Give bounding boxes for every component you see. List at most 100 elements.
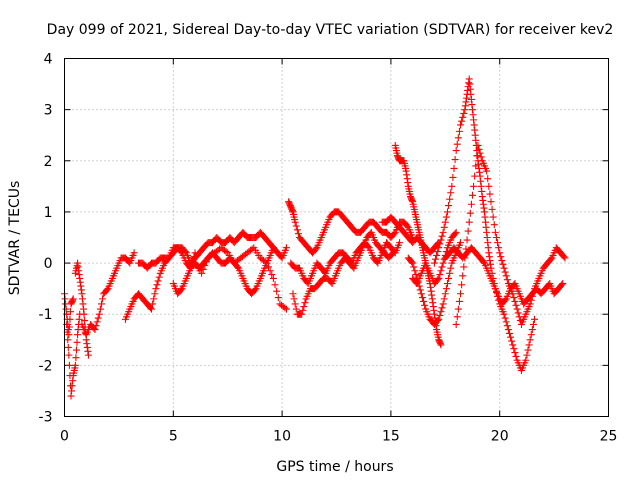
data-point [263, 259, 271, 267]
data-point [71, 361, 79, 369]
data-point [510, 345, 518, 353]
data-point [440, 295, 448, 303]
data-point [488, 205, 496, 213]
data-point [80, 310, 88, 318]
data-point [489, 213, 497, 221]
data-point [418, 294, 426, 302]
data-point [181, 248, 189, 256]
data-point [146, 304, 154, 312]
data-point [443, 280, 451, 288]
data-point [475, 145, 483, 153]
data-point [436, 311, 444, 319]
data-point [452, 147, 460, 155]
data-point [96, 305, 104, 313]
data-point [201, 262, 209, 270]
data-point [440, 223, 448, 231]
data-point [435, 239, 443, 247]
data-point [459, 113, 467, 121]
data-point [91, 326, 99, 334]
data-point [291, 300, 299, 308]
data-point [559, 280, 567, 288]
data-point [479, 258, 487, 266]
data-point [499, 260, 507, 268]
data-point [513, 305, 521, 313]
series-track-c [71, 259, 92, 359]
data-point [457, 239, 465, 247]
data-point [222, 248, 230, 256]
data-point [437, 341, 445, 349]
data-point [508, 337, 516, 345]
data-point [526, 300, 534, 308]
data-point [268, 271, 276, 279]
series-track-k [287, 239, 404, 288]
data-point [411, 267, 419, 275]
data-point [485, 182, 493, 190]
data-point [409, 259, 417, 267]
data-point [434, 248, 442, 256]
data-point [494, 239, 502, 247]
data-point [458, 117, 466, 125]
x-tick-label: 25 [600, 429, 618, 445]
data-point [298, 310, 306, 318]
x-axis-label: GPS time / hours [276, 459, 393, 475]
data-point [470, 182, 478, 190]
data-point [261, 258, 269, 266]
y-tick-label: 1 [44, 205, 53, 221]
axes: 0 5 10 15 20 25 -3 -2 -1 0 1 2 3 4 [39, 52, 618, 445]
data-point [282, 305, 290, 313]
data-point [97, 300, 105, 308]
data-point [460, 263, 468, 271]
data-point [502, 318, 510, 326]
y-tick-label: 2 [44, 154, 53, 170]
data-point [149, 300, 157, 308]
data-point [452, 320, 460, 328]
data-point [271, 281, 279, 289]
data-point [453, 140, 461, 148]
data-point [455, 297, 463, 305]
data-point [291, 218, 299, 226]
data-point [474, 141, 482, 149]
data-point [130, 249, 138, 257]
data-point [155, 273, 163, 281]
data-point [72, 354, 80, 362]
series-track-d [78, 249, 138, 339]
data-point [451, 156, 459, 164]
data-point [152, 285, 160, 293]
data-point [483, 167, 491, 175]
x-tick-label: 0 [60, 429, 69, 445]
data-point [420, 297, 428, 305]
data-point [301, 299, 309, 307]
data-point [469, 191, 476, 199]
data-point [282, 244, 290, 252]
data-point [64, 343, 72, 351]
data-point [93, 318, 101, 326]
data-point [453, 313, 461, 321]
series-track-l [391, 141, 445, 349]
data-point [265, 263, 272, 271]
series-track-p [441, 244, 567, 308]
chart-title: Day 099 of 2021, Sidereal Day-to-day VTE… [47, 22, 614, 38]
data-point [510, 294, 518, 302]
series-track-j [289, 228, 397, 318]
data-point [486, 190, 494, 198]
series-track-r [378, 213, 443, 257]
y-axis-label: SDTVAR / TECUs [7, 181, 23, 296]
data-point [293, 226, 301, 234]
data-point [410, 263, 418, 271]
data-point [442, 285, 450, 293]
data-point [448, 182, 456, 190]
data-point [437, 308, 445, 316]
data-point [84, 351, 92, 359]
data-point [523, 351, 531, 359]
data-point [514, 309, 522, 317]
data-point [65, 361, 73, 369]
data-point [408, 258, 416, 266]
data-point [154, 277, 162, 285]
data-point [501, 268, 509, 276]
x-tick-label: 15 [382, 429, 400, 445]
data-point [463, 236, 471, 244]
data-point [64, 336, 72, 344]
y-tick-label: -1 [39, 307, 53, 323]
data-point [440, 255, 448, 263]
data-point [312, 245, 320, 253]
